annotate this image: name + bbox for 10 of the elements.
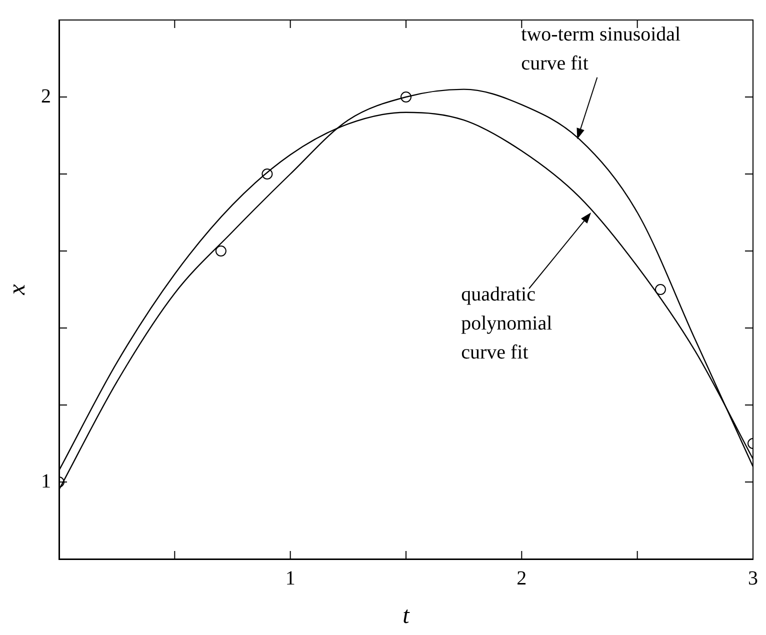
- x-tick-label: 1: [285, 567, 296, 590]
- annotation: two-term sinusoidal curve fit: [521, 23, 682, 74]
- x-tick-label: 2: [516, 567, 527, 590]
- point: [400, 92, 412, 102]
- point: [215, 246, 226, 256]
- x-axis-title: t: [402, 602, 411, 629]
- x-tick-label: 3: [748, 567, 758, 590]
- y-axis-title: x: [4, 284, 31, 296]
- annotation: quadratic polynomial curve fit: [461, 284, 553, 364]
- point: [262, 168, 273, 180]
